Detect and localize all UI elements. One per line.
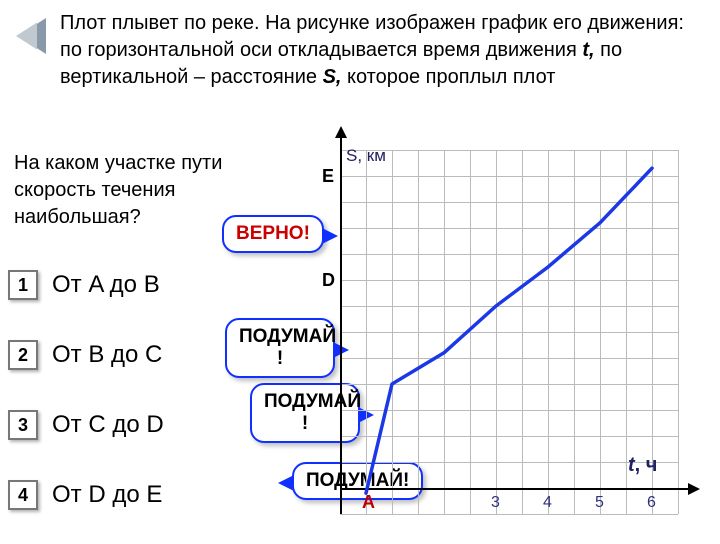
grid-line-h	[340, 514, 678, 515]
axis-x	[340, 488, 692, 490]
axis-y-arrow-icon	[335, 126, 347, 138]
chart: 3456t, чS, кмADE	[340, 150, 678, 544]
answer-row-4: 4 От D до Е	[8, 480, 162, 510]
x-tick-label: 3	[491, 494, 500, 512]
grid-line-h	[340, 228, 678, 229]
grid-line-h	[340, 176, 678, 177]
question-text: На каком участке пути скорость течения н…	[14, 150, 244, 231]
x-tick-label: 4	[543, 494, 552, 512]
answer-button-1[interactable]: 1	[8, 270, 38, 300]
problem-part-3: S,	[323, 66, 342, 88]
x-tick-label: 5	[595, 494, 604, 512]
answer-label-4: От D до Е	[52, 481, 162, 509]
answer-label-1: От A до B	[52, 271, 160, 299]
y-axis-label: S, км	[346, 146, 386, 166]
grid-line-h	[340, 410, 678, 411]
answer-row-3: 3 От C до D	[8, 410, 164, 440]
answer-button-2[interactable]: 2	[8, 340, 38, 370]
grid-line-h	[340, 306, 678, 307]
problem-part-1: t,	[582, 39, 594, 61]
grid-line-v	[678, 150, 679, 514]
point-label-E: E	[322, 166, 334, 187]
bubble-correct-text: ВЕРНО!	[236, 223, 310, 244]
curve	[340, 150, 678, 544]
grid-line-h	[340, 436, 678, 437]
answer-row-1: 1 От A до B	[8, 270, 160, 300]
grid-line-h	[340, 254, 678, 255]
answer-label-2: От B до C	[52, 341, 162, 369]
x-axis-label: t, ч	[628, 454, 657, 477]
grid-line-h	[340, 358, 678, 359]
problem-text: Плот плывет по реке. На рисунке изображе…	[60, 10, 700, 91]
bubble-think-2: ПОДУМАЙ!	[225, 318, 335, 378]
x-tick-label: 6	[647, 494, 656, 512]
point-label-D: D	[322, 270, 335, 291]
back-arrow-icon[interactable]	[18, 18, 46, 54]
answer-button-4[interactable]: 4	[8, 480, 38, 510]
answer-row-2: 2 От B до C	[8, 340, 162, 370]
axis-y	[340, 136, 342, 514]
grid-line-h	[340, 280, 678, 281]
axis-x-arrow-icon	[688, 483, 700, 495]
grid-line-h	[340, 332, 678, 333]
grid-line-h	[340, 202, 678, 203]
problem-part-4: которое проплыл плот	[341, 66, 555, 88]
point-label-A: A	[362, 492, 375, 513]
grid-line-h	[340, 384, 678, 385]
bubble-correct: ВЕРНО!	[222, 215, 324, 253]
answer-label-3: От C до D	[52, 411, 164, 439]
grid-line-h	[340, 150, 678, 151]
bubble-think-2-text: ПОДУМАЙ!	[239, 326, 336, 369]
answer-button-3[interactable]: 3	[8, 410, 38, 440]
